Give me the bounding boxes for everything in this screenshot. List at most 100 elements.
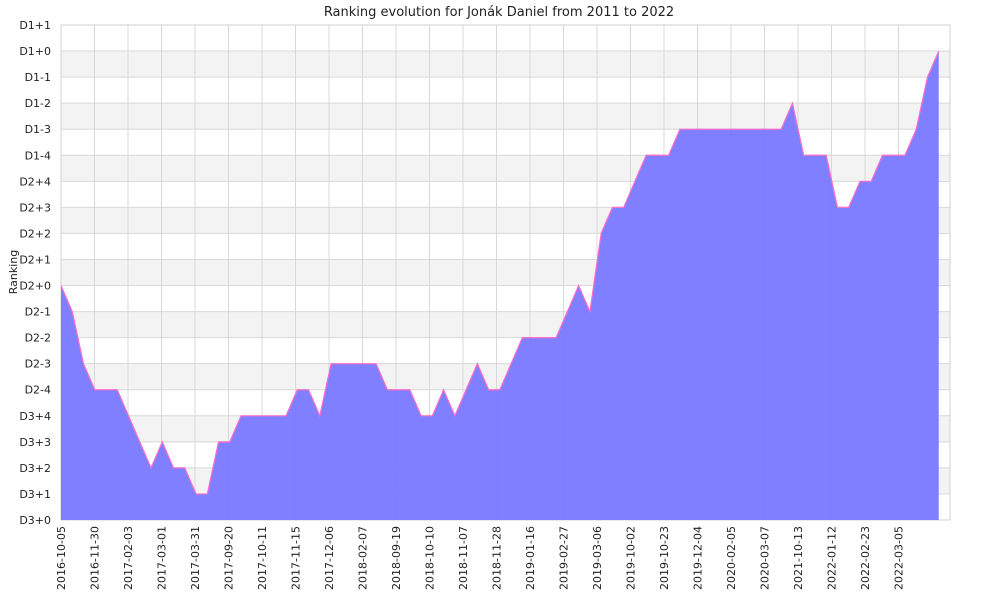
ranking-area: [61, 51, 939, 520]
x-tick-label: 2020-02-05: [725, 526, 738, 590]
data-point: [229, 441, 231, 443]
data-point: [679, 128, 681, 130]
data-point: [251, 415, 253, 417]
x-tick-label: 2019-10-02: [625, 526, 638, 590]
data-point: [184, 467, 186, 469]
y-tick-label: D1+1: [19, 19, 51, 32]
data-point: [341, 363, 343, 365]
data-point: [285, 415, 287, 417]
data-point: [240, 415, 242, 417]
data-point: [735, 128, 737, 130]
x-tick-label: 2018-11-28: [491, 526, 504, 590]
data-point: [915, 128, 917, 130]
data-point: [825, 154, 827, 156]
data-point: [71, 311, 73, 313]
data-point: [296, 389, 298, 391]
chart-title: Ranking evolution for Jonák Daniel from …: [324, 5, 674, 20]
data-point: [128, 415, 130, 417]
data-point: [218, 441, 220, 443]
x-tick-label: 2017-12-06: [323, 526, 336, 590]
x-tick-label: 2022-01-12: [826, 526, 839, 590]
x-tick-label: 2022-03-05: [893, 526, 906, 590]
y-tick-label: D3+0: [19, 514, 51, 527]
x-tick-label: 2017-03-01: [156, 526, 169, 590]
x-tick-label: 2016-11-30: [89, 526, 102, 590]
ranking-line: [60, 50, 940, 495]
x-tick-label: 2017-09-20: [223, 526, 236, 590]
data-point: [105, 389, 107, 391]
data-point: [94, 389, 96, 391]
data-point: [870, 180, 872, 182]
x-tick-label: 2017-10-11: [256, 526, 269, 590]
data-point: [139, 441, 141, 443]
data-point: [488, 389, 490, 391]
data-point: [780, 128, 782, 130]
area-layer: [60, 50, 940, 520]
data-point: [330, 363, 332, 365]
data-point: [398, 389, 400, 391]
data-point: [656, 154, 658, 156]
data-point: [668, 154, 670, 156]
y-tick-label: D2-1: [25, 306, 51, 319]
y-tick-label: D2+3: [19, 201, 51, 214]
data-point: [431, 415, 433, 417]
data-point: [409, 389, 411, 391]
y-tick-label: D2-3: [25, 358, 51, 371]
data-point: [454, 415, 456, 417]
x-axis-ticks: 2016-10-05 2016-11-30 2017-02-03 2017-03-01…: [55, 526, 906, 590]
data-point: [701, 128, 703, 130]
data-point: [319, 415, 321, 417]
data-point: [859, 180, 861, 182]
y-tick-label: D1-3: [25, 123, 51, 136]
y-tick-label: D3+1: [19, 488, 51, 501]
data-point: [521, 337, 523, 339]
data-point: [803, 154, 805, 156]
x-tick-label: 2019-01-16: [524, 526, 537, 590]
x-tick-label: 2016-10-05: [55, 526, 68, 590]
x-tick-label: 2019-10-23: [658, 526, 671, 590]
data-point: [353, 363, 355, 365]
data-point: [645, 154, 647, 156]
data-point: [758, 128, 760, 130]
y-tick-label: D3+4: [19, 410, 51, 423]
x-tick-label: 2021-10-13: [792, 526, 805, 590]
x-tick-label: 2018-02-07: [357, 526, 370, 590]
data-point: [83, 363, 85, 365]
y-tick-label: D2-2: [25, 332, 51, 345]
data-point: [926, 76, 928, 78]
y-tick-label: D1-4: [25, 149, 51, 162]
x-tick-label: 2018-09-19: [390, 526, 403, 590]
y-axis-label: Ranking: [7, 250, 20, 295]
band-row: [61, 51, 950, 78]
data-point: [600, 232, 602, 234]
x-tick-label: 2017-02-03: [122, 526, 135, 590]
data-point: [769, 128, 771, 130]
data-point: [690, 128, 692, 130]
x-tick-label: 2019-02-27: [558, 526, 571, 590]
y-tick-label: D1-1: [25, 71, 51, 84]
data-point: [836, 206, 838, 208]
data-point: [578, 285, 580, 287]
y-tick-label: D1+0: [19, 45, 51, 58]
data-point: [634, 180, 636, 182]
data-point: [544, 337, 546, 339]
data-point: [60, 285, 62, 287]
data-point: [499, 389, 501, 391]
data-point: [533, 337, 535, 339]
data-point: [566, 311, 568, 313]
x-tick-label: 2017-03-31: [189, 526, 202, 590]
data-point: [375, 363, 377, 365]
x-tick-label: 2018-11-07: [457, 526, 470, 590]
data-point: [791, 102, 793, 104]
y-tick-label: D2+4: [19, 175, 51, 188]
data-point: [893, 154, 895, 156]
data-point: [746, 128, 748, 130]
y-tick-label: D2+2: [19, 227, 51, 240]
y-tick-label: D3+2: [19, 462, 51, 475]
data-point: [465, 389, 467, 391]
data-point: [476, 363, 478, 365]
data-point: [904, 154, 906, 156]
x-tick-label: 2017-11-15: [290, 526, 303, 590]
